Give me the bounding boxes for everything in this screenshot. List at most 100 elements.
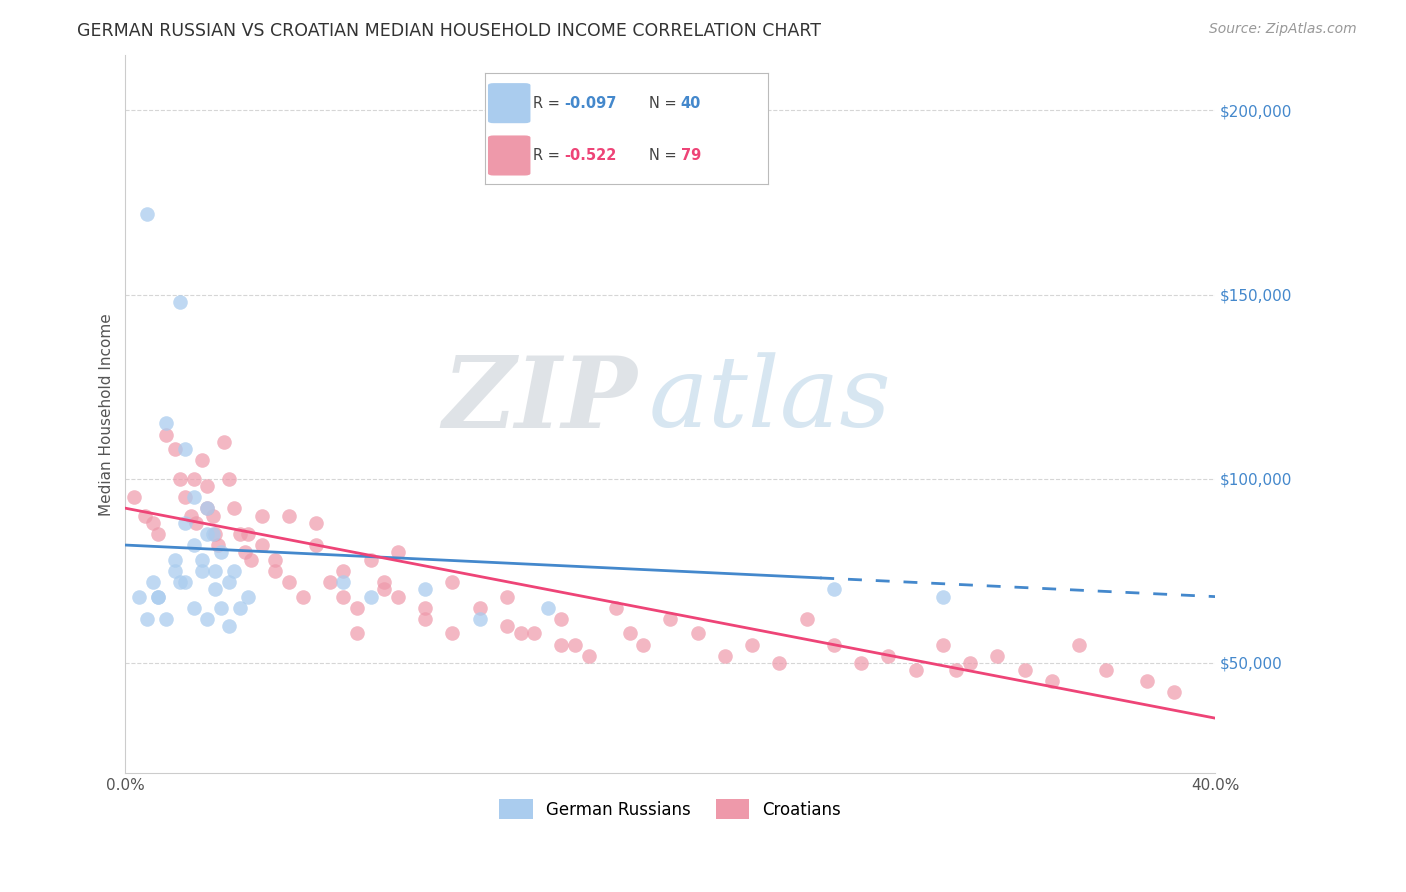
Point bbox=[360, 590, 382, 604]
Point bbox=[877, 648, 900, 663]
Point bbox=[224, 501, 246, 516]
Point bbox=[441, 626, 464, 640]
Point bbox=[319, 574, 342, 589]
Point bbox=[264, 553, 287, 567]
Point bbox=[191, 453, 214, 467]
Point bbox=[195, 501, 218, 516]
Point bbox=[236, 590, 259, 604]
Y-axis label: Median Household Income: Median Household Income bbox=[100, 313, 114, 516]
Point bbox=[496, 590, 519, 604]
Point bbox=[169, 472, 191, 486]
Point bbox=[605, 600, 627, 615]
Point bbox=[823, 638, 845, 652]
Point bbox=[250, 508, 273, 523]
Point bbox=[768, 656, 790, 670]
Point bbox=[209, 545, 232, 559]
Point bbox=[264, 564, 287, 578]
Legend: German Russians, Croatians: German Russians, Croatians bbox=[494, 792, 848, 826]
Point bbox=[1163, 685, 1185, 699]
Point bbox=[278, 574, 301, 589]
Point bbox=[207, 538, 229, 552]
Point bbox=[986, 648, 1008, 663]
Point bbox=[305, 516, 328, 530]
Point bbox=[496, 619, 519, 633]
Point bbox=[523, 626, 546, 640]
Point bbox=[183, 490, 205, 504]
Point bbox=[1014, 663, 1036, 677]
Point bbox=[163, 564, 186, 578]
Text: Source: ZipAtlas.com: Source: ZipAtlas.com bbox=[1209, 22, 1357, 37]
Point bbox=[413, 582, 436, 597]
Point bbox=[218, 619, 240, 633]
Point bbox=[201, 527, 224, 541]
Point bbox=[155, 427, 177, 442]
Point bbox=[122, 490, 145, 504]
Point bbox=[155, 417, 177, 431]
Point bbox=[619, 626, 641, 640]
Point bbox=[346, 626, 368, 640]
Point bbox=[945, 663, 967, 677]
Point bbox=[1095, 663, 1118, 677]
Point bbox=[239, 553, 262, 567]
Point bbox=[195, 501, 218, 516]
Point bbox=[332, 590, 354, 604]
Point bbox=[183, 600, 205, 615]
Point bbox=[169, 294, 191, 309]
Point bbox=[468, 600, 491, 615]
Point bbox=[387, 545, 409, 559]
Point bbox=[174, 516, 197, 530]
Text: GERMAN RUSSIAN VS CROATIAN MEDIAN HOUSEHOLD INCOME CORRELATION CHART: GERMAN RUSSIAN VS CROATIAN MEDIAN HOUSEH… bbox=[77, 22, 821, 40]
Point bbox=[229, 600, 252, 615]
Point bbox=[849, 656, 872, 670]
Text: atlas: atlas bbox=[648, 352, 891, 448]
Point bbox=[174, 490, 197, 504]
Point bbox=[236, 527, 259, 541]
Point bbox=[204, 527, 226, 541]
Point bbox=[155, 612, 177, 626]
Point bbox=[195, 527, 218, 541]
Point bbox=[904, 663, 927, 677]
Point bbox=[346, 600, 368, 615]
Point bbox=[218, 574, 240, 589]
Point bbox=[332, 564, 354, 578]
Point bbox=[959, 656, 981, 670]
Point bbox=[142, 516, 165, 530]
Point bbox=[183, 472, 205, 486]
Point bbox=[360, 553, 382, 567]
Point bbox=[180, 508, 202, 523]
Point bbox=[686, 626, 709, 640]
Point bbox=[136, 612, 159, 626]
Point bbox=[146, 590, 169, 604]
Point bbox=[714, 648, 737, 663]
Point bbox=[387, 590, 409, 604]
Point bbox=[212, 434, 235, 449]
Point bbox=[932, 638, 955, 652]
Point bbox=[169, 574, 191, 589]
Point bbox=[291, 590, 314, 604]
Point bbox=[1040, 674, 1063, 689]
Point bbox=[183, 538, 205, 552]
Point bbox=[128, 590, 150, 604]
Point bbox=[136, 206, 159, 220]
Point bbox=[174, 574, 197, 589]
Point bbox=[204, 582, 226, 597]
Point bbox=[550, 638, 572, 652]
Point bbox=[932, 590, 955, 604]
Point bbox=[134, 508, 156, 523]
Point bbox=[578, 648, 600, 663]
Point bbox=[218, 472, 240, 486]
Point bbox=[631, 638, 654, 652]
Point bbox=[741, 638, 763, 652]
Point bbox=[186, 516, 208, 530]
Point bbox=[191, 564, 214, 578]
Point bbox=[373, 574, 395, 589]
Point bbox=[195, 479, 218, 493]
Point bbox=[413, 600, 436, 615]
Point bbox=[146, 527, 169, 541]
Point bbox=[550, 612, 572, 626]
Point bbox=[796, 612, 818, 626]
Point bbox=[201, 508, 224, 523]
Point bbox=[204, 564, 226, 578]
Point bbox=[823, 582, 845, 597]
Text: ZIP: ZIP bbox=[443, 351, 638, 448]
